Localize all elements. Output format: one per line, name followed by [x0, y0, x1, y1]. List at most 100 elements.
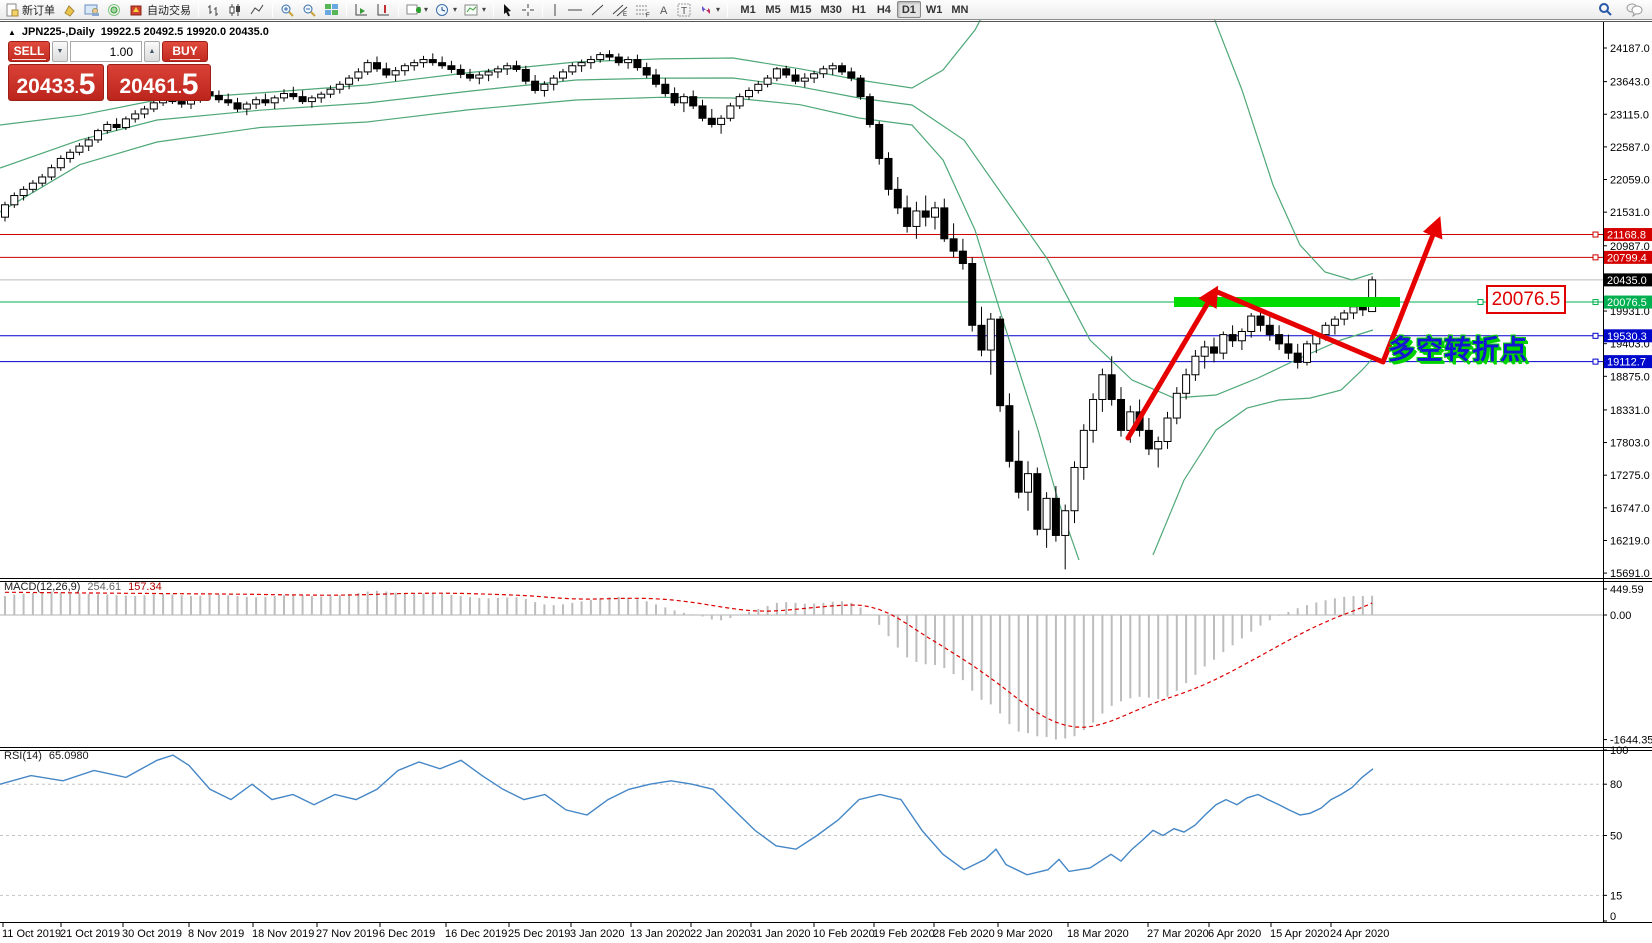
buy-price[interactable]: 20461. 5	[107, 64, 211, 101]
svg-text:80: 80	[1610, 779, 1622, 791]
chevron-down-icon: ▾	[453, 4, 458, 14]
text-label-button[interactable]: T	[674, 1, 695, 19]
crosshair-button[interactable]	[518, 1, 538, 19]
svg-text:16219.0: 16219.0	[1610, 535, 1650, 547]
arrows-button[interactable]: ▾	[696, 1, 723, 19]
trendline-button[interactable]	[587, 1, 608, 19]
timeframe-button-H4[interactable]: H4	[876, 3, 891, 16]
indicators-button[interactable]: ▾	[403, 1, 431, 19]
symbol-ohlc-values: 19922.5 20492.5 19920.0 20435.0	[100, 26, 269, 38]
templates-button[interactable]: ▾	[461, 1, 489, 19]
svg-text:27 Nov 2019: 27 Nov 2019	[316, 928, 378, 940]
sell-price-dot: .	[74, 80, 79, 97]
periods-button[interactable]: ▾	[432, 1, 460, 19]
svg-text:23115.0: 23115.0	[1610, 109, 1649, 121]
bar-chart-button[interactable]	[203, 1, 224, 19]
rsi-value: 65.0980	[48, 750, 89, 762]
line-chart-button[interactable]	[247, 1, 268, 19]
zoom-in-button[interactable]	[277, 1, 298, 19]
channel-button[interactable]: E	[609, 1, 631, 19]
buy-price-dot: .	[177, 80, 182, 97]
search-button[interactable]	[1594, 1, 1616, 19]
trend-arrow-up-1	[1125, 285, 1219, 441]
fibonacci-icon: F	[635, 3, 651, 17]
svg-text:3 Jan 2020: 3 Jan 2020	[570, 928, 624, 940]
svg-text:22587.0: 22587.0	[1610, 142, 1650, 154]
price-level-annotation-box[interactable]: 20076.5	[1486, 285, 1566, 314]
new-order-icon	[5, 3, 19, 17]
chat-icon	[1625, 2, 1643, 17]
timeframe-button-H1[interactable]: H1	[851, 3, 866, 16]
turning-point-annotation[interactable]: 多空转折点	[1388, 335, 1528, 365]
chart-shift-button[interactable]	[373, 1, 394, 19]
one-click-trading-panel: SELL ▼ ▲ BUY 20433.5 20461.5	[8, 41, 213, 101]
svg-text:24187.0: 24187.0	[1610, 43, 1650, 55]
zoom-in-icon	[280, 3, 295, 17]
search-icon	[1597, 2, 1613, 17]
svg-text:F: F	[646, 13, 650, 17]
vertical-line-icon	[550, 3, 560, 17]
svg-text:18 Nov 2019: 18 Nov 2019	[252, 928, 314, 940]
fibonacci-button[interactable]: F	[632, 1, 654, 19]
volume-increase-button[interactable]: ▲	[144, 41, 160, 62]
timeframe-button-M30[interactable]: M30	[820, 3, 842, 16]
svg-text:11 Oct 2019: 11 Oct 2019	[2, 928, 61, 940]
toolbar-separator	[542, 2, 544, 17]
terminal-button[interactable]	[81, 1, 103, 19]
svg-text:19931.0: 19931.0	[1610, 306, 1650, 318]
auto-scroll-button[interactable]	[351, 1, 372, 19]
toolbar-separator	[727, 2, 729, 17]
timeframe-button-M5[interactable]: M5	[765, 3, 781, 16]
timeframe-button-D1[interactable]: D1	[896, 1, 921, 18]
svg-text:15 Apr 2020: 15 Apr 2020	[1270, 928, 1329, 940]
buy-price-pip: 5	[181, 67, 199, 101]
auto-trading-button[interactable]: 自动交易	[126, 1, 194, 19]
svg-text:50: 50	[1610, 831, 1622, 843]
symbol-title: JPN225-,Daily	[21, 26, 95, 38]
sell-price[interactable]: 20433. 5	[8, 64, 104, 101]
horizontal-line-button[interactable]	[564, 1, 586, 19]
horizontal-line-icon	[567, 3, 583, 17]
chart-shift-icon	[376, 3, 391, 17]
cursor-button[interactable]	[498, 1, 517, 19]
sell-button[interactable]: SELL	[8, 41, 50, 62]
macd-indicator-label: MACD(12,26,9) 254.61 157.34	[4, 581, 162, 593]
svg-text:22 Jan 2020: 22 Jan 2020	[690, 928, 751, 940]
macd-title: MACD(12,26,9)	[4, 581, 81, 593]
toolbar-separator	[272, 2, 273, 17]
volume-input[interactable]	[70, 41, 142, 62]
collapse-triangle-icon[interactable]: ▲	[8, 27, 16, 37]
candlestick-chart-icon	[228, 3, 243, 17]
tile-windows-icon	[324, 3, 339, 17]
candlestick-chart-button[interactable]	[225, 1, 246, 19]
svg-text:16 Dec 2019: 16 Dec 2019	[445, 928, 507, 940]
timeframe-button-W1[interactable]: W1	[925, 3, 943, 16]
timeframe-button-MN[interactable]: MN	[951, 3, 969, 16]
buy-button[interactable]: BUY	[162, 41, 208, 62]
volume-decrease-button[interactable]: ▼	[52, 41, 68, 62]
svg-text:9 Mar 2020: 9 Mar 2020	[997, 928, 1053, 940]
signals-button[interactable]	[104, 1, 125, 19]
macd-value: 254.61	[87, 581, 122, 593]
tile-windows-button[interactable]	[321, 1, 342, 19]
vertical-line-button[interactable]	[547, 1, 563, 19]
svg-text:22059.0: 22059.0	[1610, 175, 1650, 187]
svg-text:19 Feb 2020: 19 Feb 2020	[873, 928, 935, 940]
svg-text:19112.7: 19112.7	[1607, 357, 1646, 369]
svg-text:13 Jan 2020: 13 Jan 2020	[630, 928, 691, 940]
svg-text:15691.0: 15691.0	[1610, 568, 1650, 580]
zoom-out-button[interactable]	[299, 1, 320, 19]
sell-price-main: 20433	[16, 75, 75, 98]
timeframe-button-M15[interactable]: M15	[790, 3, 812, 16]
market-watch-button[interactable]	[59, 1, 80, 19]
support-zone-highlight	[1174, 297, 1400, 307]
timeframe-button-M1[interactable]: M1	[740, 3, 756, 16]
trendline-icon	[590, 3, 605, 17]
chat-button[interactable]	[1622, 1, 1646, 19]
chevron-down-icon: ▾	[424, 4, 429, 14]
new-order-button[interactable]: 新订单	[2, 1, 58, 19]
rsi-title: RSI(14)	[4, 750, 42, 762]
svg-text:21168.8: 21168.8	[1607, 230, 1646, 242]
text-button[interactable]: A	[655, 1, 673, 19]
